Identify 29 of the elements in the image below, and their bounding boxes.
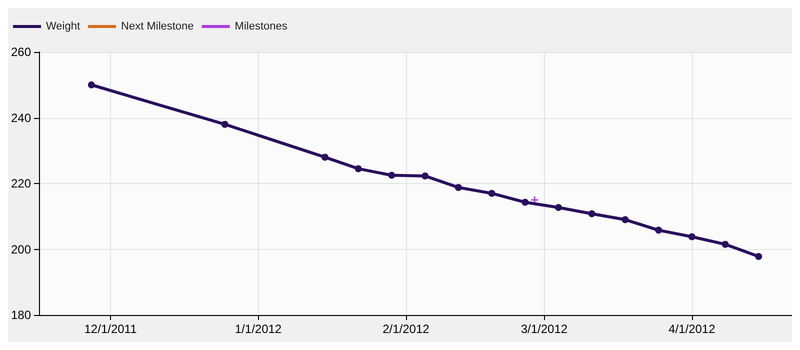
- x-tick-label: 2/1/2012: [382, 322, 430, 336]
- point: [422, 172, 429, 180]
- point: [755, 252, 762, 260]
- point: [321, 154, 328, 161]
- y-tick-label: 260: [10, 45, 32, 59]
- x-tick-label: 4/1/2012: [668, 322, 716, 336]
- point: [622, 216, 629, 224]
- point: [522, 198, 529, 206]
- point: [722, 240, 729, 248]
- legend-label: Next Milestone: [121, 20, 194, 32]
- point: [655, 226, 662, 234]
- point: [554, 204, 562, 211]
- point: [488, 190, 496, 197]
- point: [454, 184, 462, 191]
- point: [88, 81, 95, 88]
- point: [221, 120, 228, 128]
- legend-label: Weight: [46, 20, 80, 32]
- point: [688, 233, 696, 240]
- y-tick-label: 200: [10, 242, 32, 256]
- legend-label: Milestones: [234, 20, 288, 32]
- y-tick-label: 240: [10, 110, 32, 125]
- point: [388, 172, 396, 179]
- x-tick-label: 1/1/2012: [234, 322, 282, 336]
- point: [354, 165, 362, 172]
- x-tick-label: 3/1/2012: [520, 322, 568, 336]
- y-tick-label: 180: [10, 308, 32, 322]
- point: [588, 210, 596, 218]
- y-tick-label: 220: [10, 176, 32, 190]
- x-tick-label: 12/1/2011: [84, 322, 138, 336]
